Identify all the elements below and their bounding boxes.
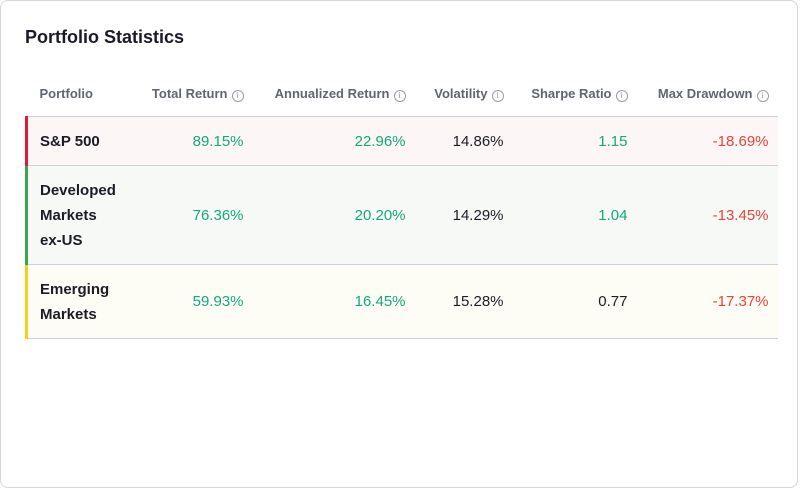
card-title: Portfolio Statistics [25, 27, 185, 47]
volatility-cell: 14.29% [414, 165, 513, 265]
total-return-cell: 89.15% [132, 116, 253, 166]
column-header-portfolio[interactable]: Portfolio [26, 71, 133, 117]
info-icon[interactable]: i [756, 89, 769, 102]
column-header-sharpe-ratio[interactable]: Sharpe Ratio i [512, 71, 637, 117]
table-row: Emerging Markets 59.93% 16.45% 15.28% 0.77 -1… [25, 264, 778, 339]
info-icon[interactable]: i [231, 89, 244, 102]
annualized-return-cell: 22.96% [252, 116, 415, 166]
annualized-return-cell: 16.45% [252, 264, 415, 339]
total-return-cell: 76.36% [132, 165, 253, 265]
table-row: Developed Markets ex-US 76.36% 20.20% 14.29… [25, 165, 778, 265]
total-return-cell: 59.93% [132, 264, 253, 339]
table-row: S&P 500 89.15% 22.96% 14.86% 1.15 -18.69% [25, 116, 778, 166]
portfolio-name-cell: S&P 500 [25, 116, 133, 166]
table-header-row: Portfolio Total Return i Annualized Retur… [26, 71, 778, 117]
column-header-volatility[interactable]: Volatility i [414, 71, 513, 117]
statistics-table: Portfolio Total Return i Annualized Retur… [25, 71, 778, 339]
max-drawdown-cell: -17.37% [636, 264, 778, 339]
sharpe-ratio-cell: 0.77 [512, 264, 637, 339]
column-header-total-return[interactable]: Total Return i [132, 71, 253, 117]
annualized-return-cell: 20.20% [252, 165, 415, 265]
max-drawdown-cell: -18.69% [636, 116, 778, 166]
info-icon[interactable]: i [491, 89, 504, 102]
info-icon[interactable]: i [615, 89, 628, 102]
column-header-max-drawdown[interactable]: Max Drawdown i [636, 71, 778, 117]
max-drawdown-cell: -13.45% [636, 165, 778, 265]
volatility-cell: 15.28% [414, 264, 513, 339]
info-icon[interactable]: i [393, 89, 406, 102]
volatility-cell: 14.86% [414, 116, 513, 166]
portfolio-name-cell: Developed Markets ex-US [25, 165, 133, 265]
sharpe-ratio-cell: 1.15 [512, 116, 637, 166]
sharpe-ratio-cell: 1.04 [512, 165, 637, 265]
column-header-annualized-return[interactable]: Annualized Return i [252, 71, 415, 117]
portfolio-name-cell: Emerging Markets [25, 264, 133, 339]
